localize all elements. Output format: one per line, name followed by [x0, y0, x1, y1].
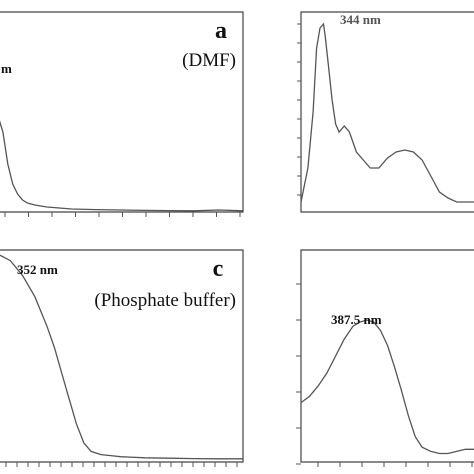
- panel-d-x-ticks: [317, 462, 473, 467]
- panel-c-letter: c: [213, 256, 224, 282]
- panel-d-spectrum-line: [300, 319, 474, 455]
- panel-c-x-ticks: [5, 462, 238, 467]
- panel-c-solvent-label: (Phosphate buffer): [94, 290, 236, 311]
- panel-a-letter: a: [215, 18, 227, 44]
- panel-a-spectrum-line: [0, 120, 244, 212]
- panel-b: 344 nm: [297, 11, 474, 213]
- panel-c-frame: [0, 249, 244, 463]
- panel-a-solvent-label: (DMF): [182, 50, 236, 71]
- panel-d-y-ticks: [296, 283, 301, 465]
- panel-b-frame: [300, 11, 474, 213]
- panel-a-peak-label: m: [1, 61, 12, 76]
- panel-d-frame: [300, 249, 474, 463]
- panel-a: a (DMF) m: [0, 11, 244, 217]
- panel-c: c (Phosphate buffer) 352 nm: [0, 249, 244, 467]
- panel-b-peak-label: 344 nm: [340, 12, 381, 27]
- panel-d-peak-label: 387.5 nm: [331, 312, 382, 327]
- panel-c-spectrum-line: [0, 254, 243, 460]
- panel-d: 387.5 nm: [296, 249, 474, 467]
- panel-b-spectrum-line: [300, 22, 474, 203]
- panel-a-x-ticks: [4, 212, 241, 217]
- panel-a-frame: [0, 11, 244, 213]
- panel-b-y-ticks: [297, 23, 301, 196]
- panel-c-peak-label: 352 nm: [17, 262, 58, 277]
